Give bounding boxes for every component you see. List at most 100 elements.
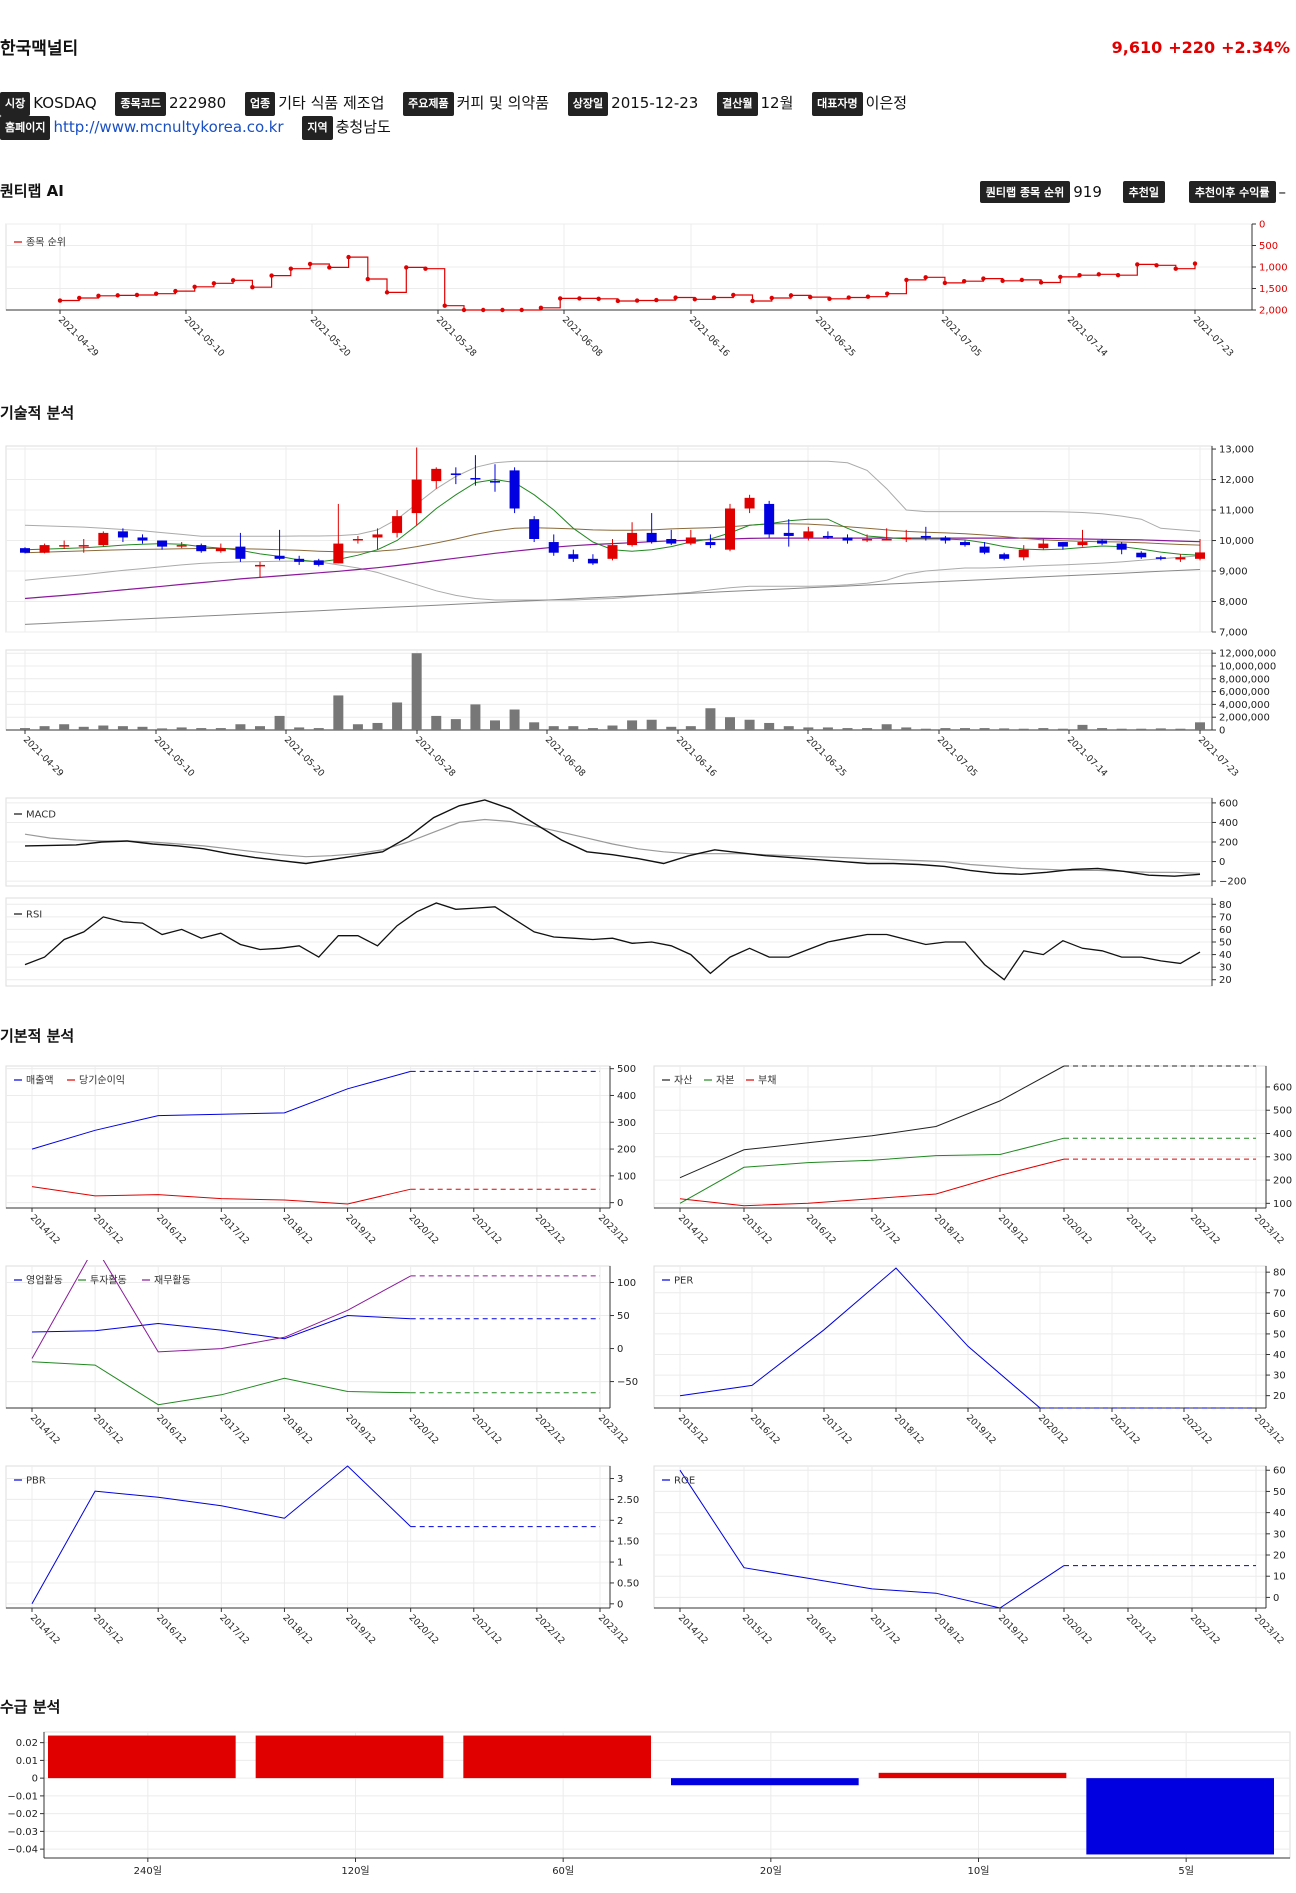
current-price: 9,610 [1111,38,1163,57]
rsi-line [24,902,1201,981]
balance-series-line [679,1137,1065,1204]
section-title-technical: 기술적 분석 [0,404,75,422]
per-x-tick-label: 2016/12 [748,1413,782,1447]
cashflow-x-tick-label: 2019/12 [343,1413,377,1447]
candle-body [98,532,109,546]
revenue-plot-area [5,1065,611,1209]
candle-body [137,537,148,541]
rank-point [808,294,813,300]
volume-bar [1097,728,1108,730]
balance-chart: 100 200 300 400 500 600 2014/12 2015/12 2016/12 2… [653,1065,1292,1247]
rank-point [1135,262,1140,267]
rank-point [692,297,698,302]
candle-body [215,548,226,552]
rank-point [346,254,351,260]
balance-y-tick-label: 200 [1273,1176,1292,1187]
balance-x-tick-label: 2015/12 [740,1213,774,1247]
fiscal-value: 12월 [760,94,794,112]
revenue-x-tick-label: 2022/12 [533,1213,567,1247]
volume-bar [411,653,422,730]
volume-y-tick-label: 10,000,000 [1219,662,1276,673]
volume-bar [78,726,89,730]
macd-y-tick-label: 400 [1219,818,1238,829]
rank-point [1173,266,1178,271]
rank-y-tick-label: 2,000 [1259,306,1288,317]
per-x-tick-label: 2023/12 [1252,1413,1286,1447]
volume-bar [1136,728,1147,730]
volume-bar [901,727,912,730]
macd-legend-label: MACD [26,810,56,821]
candle-body [979,546,990,553]
rank-point [423,266,428,271]
candle-body [450,473,461,475]
rank-point [673,295,678,300]
revenue-x-tick-label: 2019/12 [343,1213,377,1247]
rank-point [827,296,832,302]
volume-bar [783,726,794,730]
price-y-tick-label: 10,000 [1219,536,1254,547]
revenue-y-tick-label: 500 [617,1064,636,1075]
per-legend-label: PER [674,1276,693,1287]
volume-bar [1018,728,1029,730]
rank-point [942,280,948,286]
candle-body [1175,557,1186,560]
info-row-1: 시장 KOSDAQ 종목코드 222980 업종 기타 식품 제조업 주요제품 커피 및… [0,92,921,116]
volume-bar [1175,728,1186,730]
supply-bar [463,1735,651,1779]
candle-body [881,539,892,541]
candle-body [646,532,657,543]
candle-body [1136,552,1147,558]
cashflow-x-tick-label: 2022/12 [533,1413,567,1447]
supply-y-tick-label: 0.01 [16,1756,38,1767]
volume-bar [372,722,383,730]
cashflow-series-line [31,1361,411,1406]
candle-body [842,537,853,541]
per-x-tick-label: 2017/12 [820,1413,854,1447]
volume-bar [235,724,246,730]
volume-bar [1038,728,1049,730]
balance-y-tick-label: 300 [1273,1152,1292,1163]
rank-point [961,278,967,284]
candle-body [1038,543,1049,549]
volume-x-tick-label: 2021-05-28 [413,735,457,779]
candle-body [999,554,1010,559]
rank-point [1154,263,1159,268]
homepage-link[interactable]: http://www.mcnultykorea.co.kr [53,118,284,136]
price-plot-area [5,445,1213,633]
rank-x-tick-label: 2021-06-08 [560,315,604,359]
cashflow-y-tick-label: 50 [617,1311,630,1322]
candle-body [1097,540,1108,544]
section-title-supply: 수급 분석 [0,1698,61,1716]
rank-point [519,307,524,313]
rank-point [115,293,120,298]
homepage-tag: 홈페이지 [0,116,51,140]
rank-point [77,295,82,301]
per-chart: 20 30 40 50 60 70 80 2015/12 2016/12 2017/12 2018/… [653,1265,1286,1447]
candle-body [529,519,540,539]
volume-bar [59,724,70,730]
volume-bar [1155,728,1166,730]
candle-body [862,539,873,541]
volume-x-tick-label: 2021-07-14 [1065,735,1109,779]
candle-body [509,470,520,509]
candle-body [783,532,794,536]
volume-bar [744,719,755,730]
pbr-x-tick-label: 2023/12 [596,1613,630,1647]
pbr-x-tick-label: 2014/12 [28,1613,62,1647]
supply-y-tick-label: −0.01 [7,1791,38,1802]
candle-body [940,537,951,541]
ceo-value: 이은정 [865,94,908,112]
roe-x-tick-label: 2023/12 [1252,1613,1286,1647]
product-value: 커피 및 의약품 [456,94,549,112]
return-tag: 추천이후 수익률 [1188,181,1276,203]
pbr-x-tick-label: 2022/12 [533,1613,567,1647]
candle-body [490,481,500,483]
candle-body [39,545,50,553]
rank-point [1077,272,1082,278]
roe-x-tick-label: 2022/12 [1188,1613,1222,1647]
balance-y-tick-label: 500 [1273,1106,1292,1117]
balance-x-tick-label: 2020/12 [1060,1213,1094,1247]
per-series-line [679,1267,1041,1409]
supply-x-tick-label: 60일 [552,1865,574,1877]
price-y-tick-label: 8,000 [1219,597,1248,608]
